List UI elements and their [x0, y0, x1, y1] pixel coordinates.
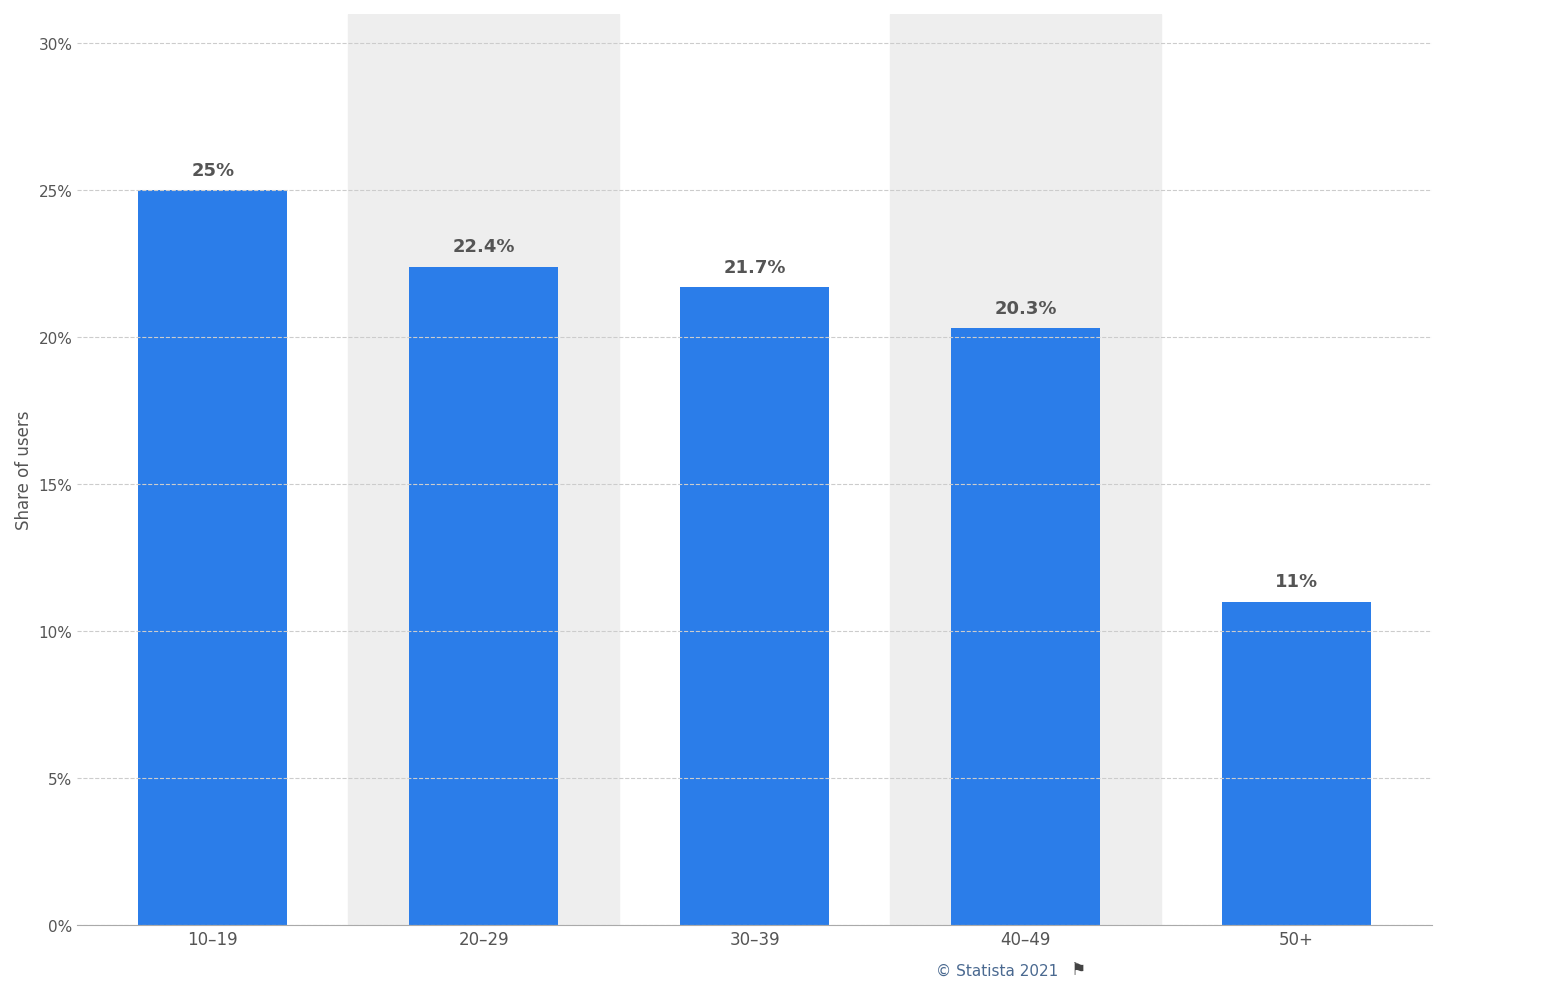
Bar — [409, 268, 559, 925]
Bar — [951, 329, 1100, 925]
Text: 11%: 11% — [1274, 573, 1318, 591]
Bar — [890, 15, 1161, 925]
Text: 25%: 25% — [191, 161, 235, 180]
Bar — [138, 192, 288, 925]
Text: 21.7%: 21.7% — [724, 259, 786, 276]
Bar — [349, 15, 619, 925]
Y-axis label: Share of users: Share of users — [16, 410, 33, 530]
Bar — [680, 288, 829, 925]
Text: ⚑: ⚑ — [1066, 960, 1086, 978]
Text: © Statista 2021: © Statista 2021 — [935, 963, 1058, 978]
Bar — [1221, 602, 1371, 925]
Text: 22.4%: 22.4% — [453, 238, 515, 256]
Text: 20.3%: 20.3% — [994, 299, 1057, 317]
